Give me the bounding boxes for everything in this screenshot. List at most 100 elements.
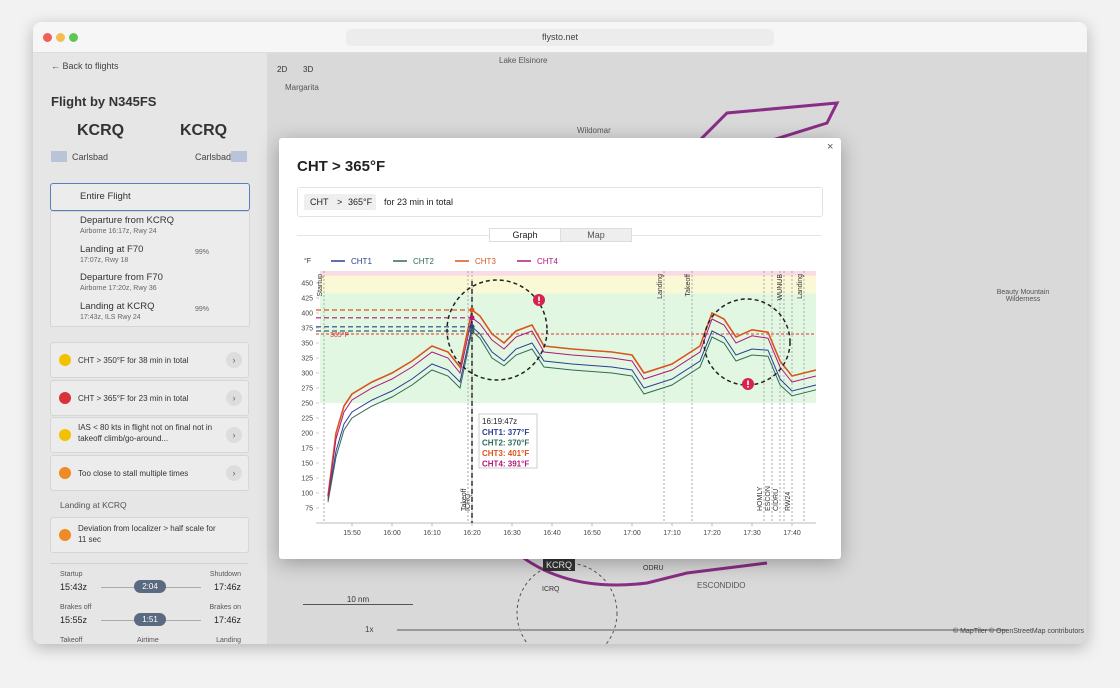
divider (50, 563, 248, 564)
series-line (327, 316, 817, 498)
tab-3d[interactable]: 3D (303, 65, 314, 74)
event-card[interactable]: IAS < 80 kts in flight not on final not … (50, 417, 249, 453)
alert-mark (747, 386, 749, 388)
map-label: ESCONDIDO (697, 581, 746, 590)
tooltip (478, 413, 538, 469)
y-tick-label: 225 (301, 416, 313, 423)
event-icon (59, 392, 71, 404)
back-link[interactable]: ← Back to flights (51, 61, 119, 71)
attribution: © MapTiler © OpenStreetMap contributors (953, 628, 1085, 635)
x-tick-label: 16:00 (383, 530, 401, 537)
event-card[interactable]: Too close to stall multiple times › (50, 455, 249, 491)
legend-label: CHT2 (413, 257, 434, 266)
tab-2d[interactable]: 2D (277, 65, 288, 74)
close-button[interactable]: × (827, 141, 834, 153)
map-label: ODRU (643, 565, 664, 572)
map-label: Margarita (285, 83, 319, 92)
event-text[interactable]: Deviation from localizer > half scale fo… (78, 524, 216, 544)
cursor-dot (469, 307, 475, 313)
event-card[interactable]: CHT > 350°F for 38 min in total › (50, 342, 249, 378)
phase-title[interactable]: Landing at F70 (80, 244, 144, 255)
event-icon (59, 529, 71, 541)
x-tick-label: 15:50 (343, 530, 361, 537)
minimize-dot[interactable] (56, 33, 65, 42)
y-tick-label: 125 (301, 476, 313, 483)
threshold-band (320, 275, 816, 294)
scale-bar: 10 nm (303, 595, 413, 605)
y-tick-label: 450 (301, 281, 313, 288)
phase-title[interactable]: Entire Flight (80, 191, 131, 202)
event-text[interactable]: IAS < 80 kts in flight not on final not … (78, 423, 213, 443)
phase-title[interactable]: Landing at KCRQ (80, 301, 155, 312)
tooltip-line: CHT4: 391°F (482, 460, 529, 469)
modal: CHT > 365°F × CHT > 365°F for 23 min in … (279, 138, 841, 559)
time-label: Startup (60, 571, 83, 578)
time-label: Takeoff (60, 637, 83, 644)
event-label: ICRQ (465, 493, 472, 511)
url-bar[interactable]: flysto.net (346, 29, 774, 46)
phase-list (50, 211, 250, 327)
legend-label: CHT3 (475, 257, 496, 266)
event-text[interactable]: CHT > 365°F for 23 min in total (78, 394, 189, 403)
y-tick-label: 100 (301, 491, 313, 498)
highlight-ring (703, 298, 791, 386)
y-tick-label: 250 (301, 401, 313, 408)
section-title: Landing at KCRQ (60, 500, 127, 510)
x-tick-label: 16:20 (463, 530, 481, 537)
event-text[interactable]: CHT > 350°F for 38 min in total (78, 356, 189, 365)
zoom-dot[interactable] (69, 33, 78, 42)
filter-op: > (337, 197, 343, 207)
x-tick-label: 17:10 (663, 530, 681, 537)
chevron[interactable]: › (226, 465, 242, 481)
phase-detail: Airborne 17:20z, Rwy 36 (80, 285, 157, 292)
filter-value: 365°F (348, 197, 373, 207)
airport-label: KCRQ (543, 559, 576, 571)
filter-summary: for 23 min in total (384, 197, 454, 207)
phase-selected[interactable] (50, 183, 250, 211)
phase-title[interactable]: Departure from F70 (80, 272, 163, 283)
event-icon (59, 467, 71, 479)
event-icon (59, 429, 71, 441)
cursor-dot (469, 324, 475, 330)
close-dot[interactable] (43, 33, 52, 42)
chevron[interactable]: › (226, 427, 242, 443)
y-tick-label: 75 (305, 506, 313, 513)
event-card[interactable]: CHT > 365°F for 23 min in total › (50, 380, 249, 416)
map-label: ICRQ (542, 586, 560, 593)
chevron[interactable]: › (226, 352, 242, 368)
event-label: Landing (657, 274, 664, 299)
event-text[interactable]: Too close to stall multiple times (78, 469, 189, 478)
y-tick-label: 350 (301, 341, 313, 348)
sidebar: ← Back to flights Flight by N345FS KCRQ … (33, 53, 267, 644)
tab-graph[interactable]: Graph (489, 228, 561, 242)
highlight-ring (446, 279, 548, 381)
tab-map[interactable]: Map (560, 228, 632, 242)
threshold-band (320, 271, 816, 276)
back-text[interactable]: Back to flights (62, 61, 119, 71)
series-line (327, 325, 817, 501)
x-tick-label: 17:00 (623, 530, 641, 537)
phase-detail: Airborne 16:17z, Rwy 24 (80, 228, 157, 235)
event-label: ESCON (765, 486, 772, 511)
time-label: Landing (216, 637, 241, 644)
event-card[interactable]: Deviation from localizer > half scale fo… (50, 517, 249, 553)
phase-detail: 17:43z, ILS Rwy 24 (80, 314, 141, 321)
speed[interactable]: 1x (365, 625, 374, 634)
y-tick-label: 200 (301, 431, 313, 438)
time-label: Brakes on (209, 604, 241, 611)
phase-badge: 99% (195, 249, 210, 256)
y-tick-label: 275 (301, 386, 313, 393)
y-tick-label: 325 (301, 356, 313, 363)
flight-title: Flight by N345FS (51, 94, 157, 109)
threshold-label: 365°F (330, 331, 349, 339)
from-city: Carlsbad (72, 152, 109, 162)
time-value: 17:46z (213, 615, 241, 625)
map-label: Wildomar (577, 126, 611, 135)
event-label: WUNUB (777, 274, 784, 301)
tooltip-time: 16:19:47z (482, 417, 517, 426)
phase-title[interactable]: Departure from KCRQ (80, 215, 174, 226)
filter-chip (304, 194, 376, 210)
filter-param: CHT (310, 197, 329, 207)
chevron[interactable]: › (226, 390, 242, 406)
